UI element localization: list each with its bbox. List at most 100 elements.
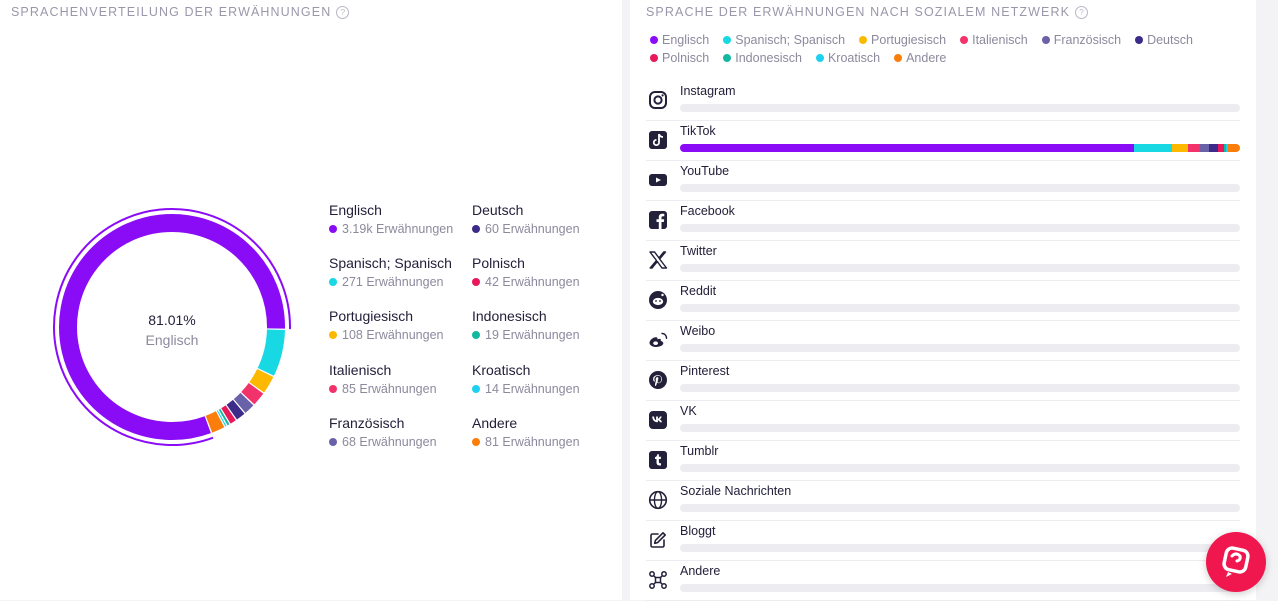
legend-item[interactable]: Spanisch; Spanisch 271 Erwähnungen bbox=[329, 255, 452, 289]
donut-slice-andere[interactable] bbox=[205, 411, 225, 433]
donut-highlight-ring bbox=[53, 208, 291, 446]
legend-dot bbox=[472, 225, 480, 233]
bar-segment-englisch[interactable] bbox=[680, 144, 1134, 152]
bar-segment-französisch[interactable] bbox=[1199, 144, 1210, 152]
donut-slice-spanisch-spanisch[interactable] bbox=[257, 329, 285, 376]
network-legend-item[interactable]: Spanisch; Spanisch bbox=[723, 33, 845, 47]
network-legend-item[interactable]: Italienisch bbox=[960, 33, 1028, 47]
tumblr-icon bbox=[649, 451, 667, 469]
legend-count-text: 42 Erwähnungen bbox=[485, 275, 580, 289]
network-row-reddit[interactable]: Reddit bbox=[646, 280, 1240, 321]
network-row-twitter[interactable]: Twitter bbox=[646, 240, 1240, 281]
network-name: VK bbox=[680, 404, 697, 418]
network-name: Andere bbox=[680, 564, 721, 578]
donut-chart[interactable] bbox=[52, 207, 292, 447]
network-name: Soziale Nachrichten bbox=[680, 484, 792, 498]
legend-item[interactable]: Englisch 3.19k Erwähnungen bbox=[329, 202, 453, 236]
legend-dot bbox=[472, 438, 480, 446]
network-row-instagram[interactable]: Instagram bbox=[646, 80, 1240, 121]
network-legend-item[interactable]: Indonesisch bbox=[723, 51, 802, 65]
donut-slice-französisch[interactable] bbox=[233, 392, 254, 413]
network-row-youtube[interactable]: YouTube bbox=[646, 160, 1240, 201]
network-legend-item[interactable]: Kroatisch bbox=[815, 51, 880, 65]
legend-dot bbox=[329, 385, 337, 393]
network-legend-item[interactable]: Portugiesisch bbox=[859, 33, 946, 47]
bar-segment-portugiesisch[interactable] bbox=[1172, 144, 1188, 152]
bar-segment-kroatisch[interactable] bbox=[1226, 144, 1229, 152]
network-name: Tumblr bbox=[680, 444, 719, 458]
network-language-bar[interactable] bbox=[680, 144, 1240, 152]
legend-count-text: 14 Erwähnungen bbox=[485, 382, 580, 396]
network-language-bar[interactable] bbox=[680, 464, 1240, 472]
legend-item[interactable]: Portugiesisch 108 Erwähnungen bbox=[329, 308, 443, 342]
network-language-bar[interactable] bbox=[680, 504, 1240, 512]
donut-center-label: Englisch bbox=[145, 332, 199, 348]
network-row-pinterest[interactable]: Pinterest bbox=[646, 360, 1240, 401]
network-legend-item[interactable]: Englisch bbox=[650, 33, 709, 47]
network-row-facebook[interactable]: Facebook bbox=[646, 200, 1240, 241]
network-legend-item[interactable]: Deutsch bbox=[1135, 33, 1193, 47]
bar-segment-polnisch[interactable] bbox=[1217, 144, 1224, 152]
network-row-bloggt[interactable]: Bloggt bbox=[646, 520, 1240, 561]
chat-support-button[interactable] bbox=[1206, 532, 1266, 592]
bar-segment-indonesisch[interactable] bbox=[1223, 144, 1227, 152]
help-icon[interactable]: ? bbox=[1075, 5, 1089, 19]
legend-item[interactable]: Kroatisch 14 Erwähnungen bbox=[472, 362, 580, 396]
network-name: TikTok bbox=[680, 124, 716, 138]
network-language-bar[interactable] bbox=[680, 264, 1240, 272]
instagram-icon bbox=[649, 91, 667, 109]
legend-mention-count: 3.19k Erwähnungen bbox=[329, 222, 453, 236]
legend-item[interactable]: Andere 81 Erwähnungen bbox=[472, 415, 580, 449]
bar-segment-spanisch-spanisch[interactable] bbox=[1133, 144, 1173, 152]
donut-slice-portugiesisch[interactable] bbox=[249, 368, 274, 393]
bar-segment-deutsch[interactable] bbox=[1209, 144, 1218, 152]
bar-segment-andere[interactable] bbox=[1228, 144, 1240, 152]
network-legend-item[interactable]: Französisch bbox=[1041, 33, 1121, 47]
network-legend-item[interactable]: Andere bbox=[894, 51, 946, 65]
legend-item[interactable]: Deutsch 60 Erwähnungen bbox=[472, 202, 580, 236]
donut-slice-indonesisch[interactable] bbox=[218, 408, 230, 426]
network-language-bar[interactable] bbox=[680, 384, 1240, 392]
donut-slice-kroatisch[interactable] bbox=[216, 410, 227, 427]
network-language-bar[interactable] bbox=[680, 304, 1240, 312]
legend-mention-count: 108 Erwähnungen bbox=[329, 328, 443, 342]
legend-dot bbox=[329, 438, 337, 446]
panel-title-text: SPRACHENVERTEILUNG DER ERWÄHNUNGEN bbox=[11, 5, 332, 19]
legend-dot bbox=[960, 36, 969, 44]
donut-slice-italienisch[interactable] bbox=[241, 382, 264, 405]
network-legend-row: Polnisch Indonesisch Kroatisch Andere bbox=[650, 51, 946, 65]
youtube-icon bbox=[649, 174, 667, 186]
network-language-bar[interactable] bbox=[680, 424, 1240, 432]
network-row-weibo[interactable]: Weibo bbox=[646, 320, 1240, 361]
legend-item[interactable]: Französisch 68 Erwähnungen bbox=[329, 415, 437, 449]
legend-item[interactable]: Italienisch 85 Erwähnungen bbox=[329, 362, 437, 396]
network-language-bar[interactable] bbox=[680, 544, 1240, 552]
network-legend-item[interactable]: Polnisch bbox=[650, 51, 709, 65]
network-name: Facebook bbox=[680, 204, 735, 218]
network-language-bar[interactable] bbox=[680, 104, 1240, 112]
donut-slice-englisch[interactable] bbox=[59, 214, 285, 440]
legend-language-name: Deutsch bbox=[472, 202, 524, 218]
network-language-bar[interactable] bbox=[680, 224, 1240, 232]
bar-segment-italienisch[interactable] bbox=[1187, 144, 1200, 152]
network-row-tiktok[interactable]: TikTok bbox=[646, 120, 1240, 161]
weibo-icon bbox=[649, 332, 668, 347]
legend-language-name: Andere bbox=[472, 415, 518, 431]
network-row-andere[interactable]: Andere bbox=[646, 560, 1240, 601]
legend-count-text: 60 Erwähnungen bbox=[485, 222, 580, 236]
network-row-soziale-nachrichten[interactable]: Soziale Nachrichten bbox=[646, 480, 1240, 521]
legend-item[interactable]: Polnisch 42 Erwähnungen bbox=[472, 255, 580, 289]
tiktok-icon bbox=[649, 131, 667, 149]
network-language-bar[interactable] bbox=[680, 184, 1240, 192]
donut-slice-polnisch[interactable] bbox=[221, 405, 236, 424]
network-language-bar[interactable] bbox=[680, 344, 1240, 352]
legend-label: Portugiesisch bbox=[871, 33, 947, 47]
legend-item[interactable]: Indonesisch 19 Erwähnungen bbox=[472, 308, 580, 342]
panel-title: SPRACHE DER ERWÄHNUNGEN NACH SOZIALEM NE… bbox=[646, 5, 1089, 19]
network-language-bar[interactable] bbox=[680, 584, 1240, 592]
network-row-vk[interactable]: VK bbox=[646, 400, 1240, 441]
donut-slice-deutsch[interactable] bbox=[226, 399, 245, 420]
help-icon[interactable]: ? bbox=[336, 5, 350, 19]
legend-count-text: 108 Erwähnungen bbox=[342, 328, 444, 342]
network-row-tumblr[interactable]: Tumblr bbox=[646, 440, 1240, 481]
